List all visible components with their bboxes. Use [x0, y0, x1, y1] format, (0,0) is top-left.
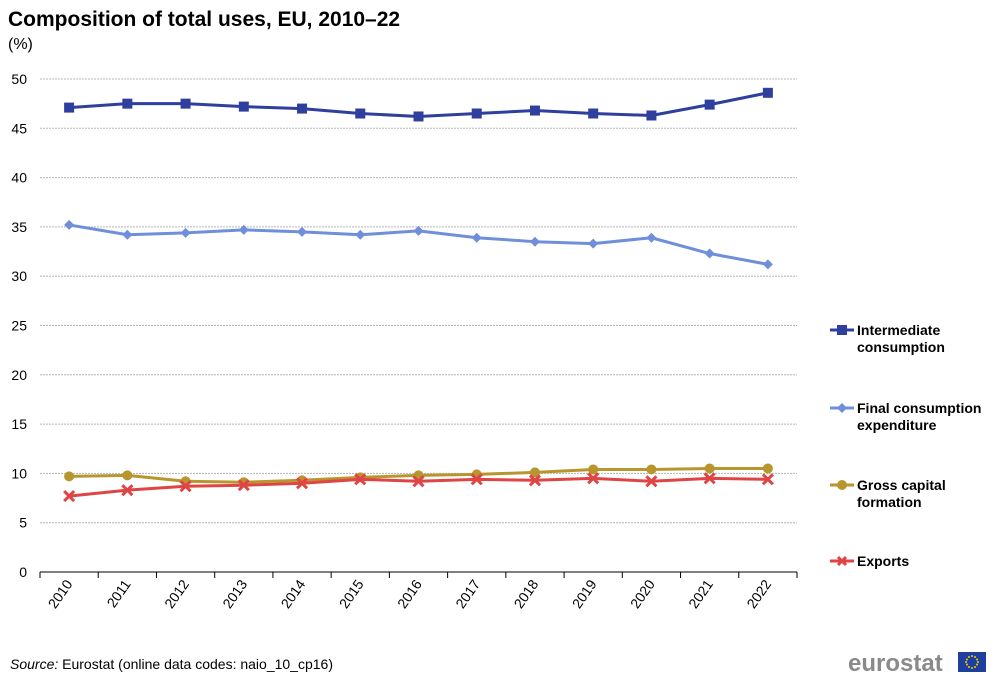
data-point [704, 99, 715, 110]
legend-label: Final consumption expenditure [857, 400, 982, 433]
data-point [470, 473, 483, 486]
data-point [122, 98, 133, 109]
data-point [762, 87, 773, 98]
data-point [588, 464, 599, 475]
data-point [238, 224, 249, 235]
x-tick-label: 2016 [394, 576, 425, 611]
y-tick-label: 45 [11, 120, 27, 136]
data-point [762, 259, 773, 270]
x-tick-label: 2020 [627, 576, 658, 611]
data-point [646, 464, 657, 475]
data-point [529, 236, 540, 247]
data-point [64, 102, 75, 113]
data-point [180, 227, 191, 238]
data-point [295, 477, 309, 490]
source-note: Source: Eurostat (online data codes: nai… [10, 656, 333, 672]
eurostat-logo-text: eurostat [848, 650, 943, 677]
x-tick-label: 2010 [45, 576, 76, 611]
x-tick-label: 2019 [569, 576, 600, 611]
data-point [646, 232, 657, 243]
data-point [587, 472, 600, 485]
data-point [64, 471, 75, 482]
data-point [122, 470, 133, 481]
data-point [646, 110, 657, 121]
data-point [528, 474, 542, 487]
data-point [297, 103, 308, 114]
data-point [413, 225, 424, 236]
data-point [704, 248, 715, 259]
data-point [122, 229, 133, 240]
data-point [63, 490, 76, 503]
data-point [529, 105, 540, 116]
data-point [588, 108, 599, 119]
source-text: Eurostat (online data codes: naio_10_cp1… [58, 656, 333, 672]
data-point [761, 473, 774, 486]
x-tick-label: 2021 [685, 576, 716, 611]
data-point [355, 229, 366, 240]
square-marker-icon [830, 325, 854, 335]
data-point [121, 484, 134, 497]
data-point [762, 463, 773, 474]
x-tick-label: 2011 [103, 576, 133, 610]
x-tick-label: 2018 [510, 576, 541, 611]
y-tick-label: 35 [11, 219, 27, 235]
chart-unit-label: (%) [8, 36, 33, 53]
eu-flag-icon [958, 652, 986, 672]
y-tick-label: 5 [19, 515, 27, 531]
data-point [471, 232, 482, 243]
chart-title: Composition of total uses, EU, 2010–22 [8, 8, 401, 31]
legend-label: Gross capital formation [857, 477, 946, 510]
y-tick-label: 40 [11, 170, 27, 186]
x-tick-label: 2014 [278, 576, 309, 611]
data-point [412, 475, 425, 488]
y-tick-label: 15 [11, 416, 27, 432]
x-tick-label: 2013 [219, 576, 250, 611]
data-point [297, 226, 308, 237]
data-point [179, 480, 192, 493]
x-tick-label: 2015 [336, 576, 367, 611]
y-tick-label: 50 [11, 71, 27, 87]
data-point [413, 111, 424, 122]
data-point [355, 108, 366, 119]
y-tick-label: 20 [11, 367, 27, 383]
data-point [471, 108, 482, 119]
x-tick-label: 2017 [452, 576, 483, 611]
data-point [354, 473, 367, 486]
diamond-marker-icon [830, 403, 854, 413]
data-point [238, 101, 249, 112]
x-tick-label: 2022 [743, 576, 774, 611]
source-prefix: Source: [10, 656, 59, 672]
legend-label: Exports [857, 553, 910, 569]
y-tick-label: 30 [11, 268, 27, 284]
legend-label: Intermediate consumption [857, 322, 945, 355]
data-point [237, 479, 250, 492]
y-tick-label: 25 [11, 318, 27, 334]
data-point [588, 238, 599, 249]
y-tick-label: 10 [11, 465, 27, 481]
data-point [64, 219, 75, 230]
data-point [180, 98, 191, 109]
y-tick-label: 0 [19, 564, 27, 580]
data-point [645, 475, 658, 488]
x-tick-label: 2012 [161, 576, 192, 611]
circle-marker-icon [830, 480, 854, 490]
data-point [703, 472, 716, 485]
data-point [704, 463, 715, 474]
data-point [529, 467, 540, 478]
x-marker-icon [830, 555, 854, 567]
